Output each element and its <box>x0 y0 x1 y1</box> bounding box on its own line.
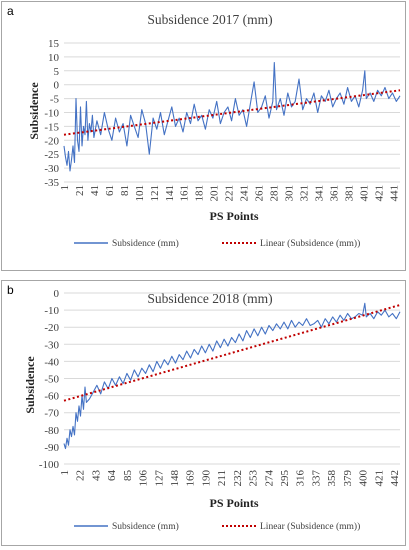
chart-a-gridlines <box>64 42 400 183</box>
chart-a-x-tick-label: 281 <box>269 185 281 202</box>
chart-a-x-tick-label: 121 <box>149 185 161 202</box>
chart-a-x-ticks: 1 21 41 61 81 101 121 141 161 181 201 221 241 261 281 3… <box>59 185 400 202</box>
chart-a-svg: Subsidence 2017 (mm) Subsidence PS Point… <box>27 12 401 249</box>
chart-a-x-tick-label: 101 <box>134 185 146 202</box>
chart-b-x-tick-label: 43 <box>90 470 102 482</box>
chart-b-title: Subsidence 2018 (mm) <box>147 291 272 306</box>
chart-a-x-tick-label: 141 <box>164 185 176 202</box>
chart-a-x-tick-label: 421 <box>373 185 385 202</box>
panel-label-b: b <box>7 283 14 297</box>
chart-b-x-tick-label: 169 <box>185 470 197 487</box>
chart-a-y-tick-label: 0 <box>54 80 60 92</box>
chart-b-y-tick-label: -30 <box>44 339 59 351</box>
chart-a-y-tick-label: -10 <box>44 108 59 120</box>
chart-a-x-axis-label: PS Points <box>209 209 258 223</box>
chart-b-x-tick-label: 64 <box>106 470 118 482</box>
chart-b-y-tick-label: -80 <box>44 425 59 437</box>
chart-b-y-tick-label: -20 <box>44 322 59 334</box>
chart-b-legend-linear: Linear (Subsidence (mm)) <box>260 521 360 532</box>
chart-b-x-tick-label: 148 <box>169 470 181 487</box>
chart-b-y-tick-label: -10 <box>44 305 59 317</box>
chart-b-series-line <box>63 302 401 450</box>
chart-a-x-tick-label: 341 <box>313 185 325 202</box>
chart-b-y-tick-label: -90 <box>44 442 59 454</box>
chart-b-y-tick-label: -100 <box>39 459 60 471</box>
chart-b-y-tick-label: 0 <box>54 288 60 300</box>
chart-b-y-tick-label: -70 <box>44 408 59 420</box>
chart-a-x-tick-label: 21 <box>74 185 86 196</box>
chart-b-x-tick-label: 85 <box>122 470 134 482</box>
chart-b-x-ticks: 1 22 43 64 85 106 127 148 169 190 211 232 253 274 295 3… <box>59 470 401 487</box>
chart-a-series-group <box>63 61 401 172</box>
panel-label-a: a <box>7 4 14 18</box>
chart-a-y-axis-label: Subsidence <box>27 82 41 140</box>
chart-a-y-tick-label: 5 <box>54 66 60 78</box>
chart-a-x-tick-label: 321 <box>298 185 310 202</box>
chart-a-x-tick-label: 381 <box>343 185 355 202</box>
chart-b-x-tick-label: 442 <box>389 470 401 487</box>
chart-b-x-tick-label: 253 <box>248 470 260 487</box>
chart-b-x-tick-label: 295 <box>279 470 291 487</box>
chart-a-y-tick-label: 15 <box>48 38 60 50</box>
chart-b-legend: Subsidence (mm) Linear (Subsidence (mm)) <box>74 521 360 532</box>
chart-b-x-tick-label: 211 <box>216 470 228 486</box>
chart-a-x-tick-label: 181 <box>194 185 206 202</box>
chart-a-y-tick-label: -35 <box>44 177 59 189</box>
chart-b-y-tick-label: -60 <box>44 391 59 403</box>
chart-a-y-tick-label: -30 <box>44 163 59 175</box>
chart-a-x-tick-label: 81 <box>119 185 131 196</box>
chart-a-x-tick-label: 241 <box>239 185 251 202</box>
chart-b-x-tick-label: 190 <box>200 470 212 487</box>
chart-a-y-ticks: 15 10 5 0 -5 -10-15 -20 -25 -30 -35 <box>44 38 59 189</box>
chart-b-y-tick-label: -50 <box>44 374 59 386</box>
chart-b-legend-subsidence: Subsidence (mm) <box>112 521 179 532</box>
chart-a-y-tick-label: -5 <box>50 94 60 106</box>
chart-b-y-tick-label: -40 <box>44 356 59 368</box>
chart-b-x-tick-label: 127 <box>153 470 165 487</box>
chart-a-x-tick-label: 61 <box>104 185 116 196</box>
chart-a-x-tick-label: 441 <box>388 185 400 202</box>
chart-a-x-tick-label: 1 <box>59 185 71 191</box>
chart-a-series-line <box>63 61 401 172</box>
chart-panel-a: a Subsidence 2017 (mm) Subsidence PS Poi… <box>1 1 406 271</box>
chart-a-legend-subsidence: Subsidence (mm) <box>112 238 179 249</box>
chart-b-x-tick-label: 1 <box>59 470 71 476</box>
chart-b-x-tick-label: 400 <box>358 470 370 487</box>
chart-b-x-tick-label: 358 <box>326 470 338 487</box>
chart-b-y-axis-label: Subsidence <box>23 356 37 414</box>
chart-b-x-tick-label: 316 <box>295 470 307 487</box>
chart-b-x-tick-label: 232 <box>232 470 244 487</box>
chart-b-trendline <box>63 304 401 402</box>
chart-b-x-tick-label: 274 <box>263 470 275 487</box>
chart-b-series-group <box>63 302 401 450</box>
chart-panel-b: b Subsidence 2018 (mm) Subsidence PS Poi… <box>1 280 406 546</box>
chart-a-x-tick-label: 301 <box>283 185 295 202</box>
chart-a-y-tick-label: 10 <box>48 52 60 64</box>
chart-a-y-tick-label: -15 <box>44 121 59 133</box>
chart-b-x-tick-label: 379 <box>342 470 354 487</box>
chart-a-x-tick-label: 361 <box>328 185 340 202</box>
chart-a-y-tick-label: -20 <box>44 135 59 147</box>
chart-a-x-tick-label: 401 <box>358 185 370 202</box>
chart-b-y-ticks: 0 -10 -20 -30 -40 -50 -60 -70 -80 -90 -100 <box>39 288 60 471</box>
chart-b-x-tick-label: 106 <box>138 470 150 487</box>
chart-a-x-tick-label: 41 <box>89 185 101 196</box>
chart-b-svg: Subsidence 2018 (mm) Subsidence PS Point… <box>23 288 401 532</box>
chart-a-legend: Subsidence (mm) Linear (Subsidence (mm)) <box>74 238 360 249</box>
chart-a-x-tick-label: 201 <box>209 185 221 202</box>
chart-b-x-axis-label: PS Points <box>209 496 258 510</box>
chart-a-x-tick-label: 261 <box>254 185 266 202</box>
chart-b-x-tick-label: 22 <box>75 470 87 481</box>
chart-a-x-tick-label: 221 <box>224 185 236 202</box>
chart-a-y-tick-label: -25 <box>44 149 59 161</box>
chart-a-x-tick-label: 161 <box>179 185 191 202</box>
chart-a-legend-linear: Linear (Subsidence (mm)) <box>260 238 360 249</box>
chart-b-x-tick-label: 421 <box>373 470 385 487</box>
chart-b-x-tick-label: 337 <box>310 470 322 487</box>
chart-a-title: Subsidence 2017 (mm) <box>147 12 272 27</box>
chart-b-gridlines <box>64 292 400 465</box>
